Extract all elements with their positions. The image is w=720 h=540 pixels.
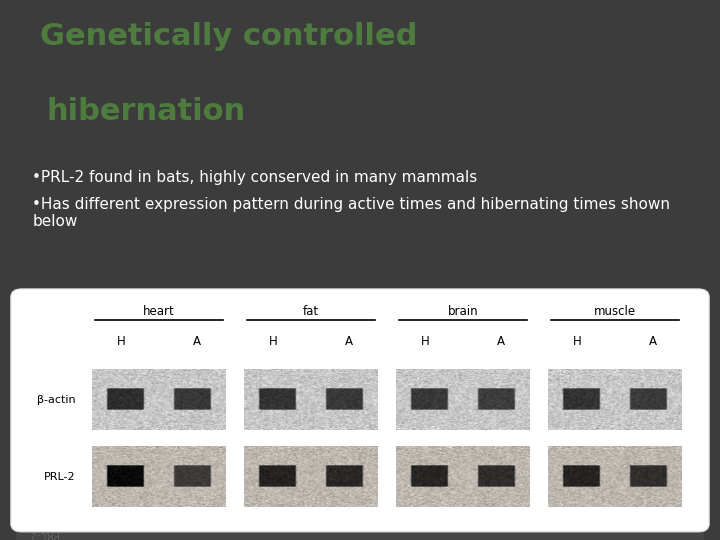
Text: H: H [117,335,125,348]
Text: A: A [193,335,201,348]
Text: A: A [345,335,353,348]
Text: PRL-2: PRL-2 [29,529,58,539]
Text: A: A [497,335,505,348]
Text: H: H [572,335,582,348]
Text: hibernation: hibernation [47,97,246,126]
Text: •PRL-2 found in bats, highly conserved in many mammals: •PRL-2 found in bats, highly conserved i… [32,170,477,185]
Text: fat: fat [303,305,319,318]
Text: Genetically controlled: Genetically controlled [40,22,417,51]
Text: heart: heart [143,305,175,318]
Text: muscle: muscle [594,305,636,318]
Text: PRL-2: PRL-2 [44,472,76,482]
Text: β-actin: β-actin [37,395,76,406]
FancyBboxPatch shape [11,289,709,532]
Text: •Has different expression pattern during active times and hibernating times show: •Has different expression pattern during… [32,197,670,230]
Text: H: H [420,335,429,348]
Text: A: A [649,335,657,348]
Text: brain: brain [448,305,478,318]
FancyBboxPatch shape [16,522,704,540]
Text: H: H [269,335,277,348]
